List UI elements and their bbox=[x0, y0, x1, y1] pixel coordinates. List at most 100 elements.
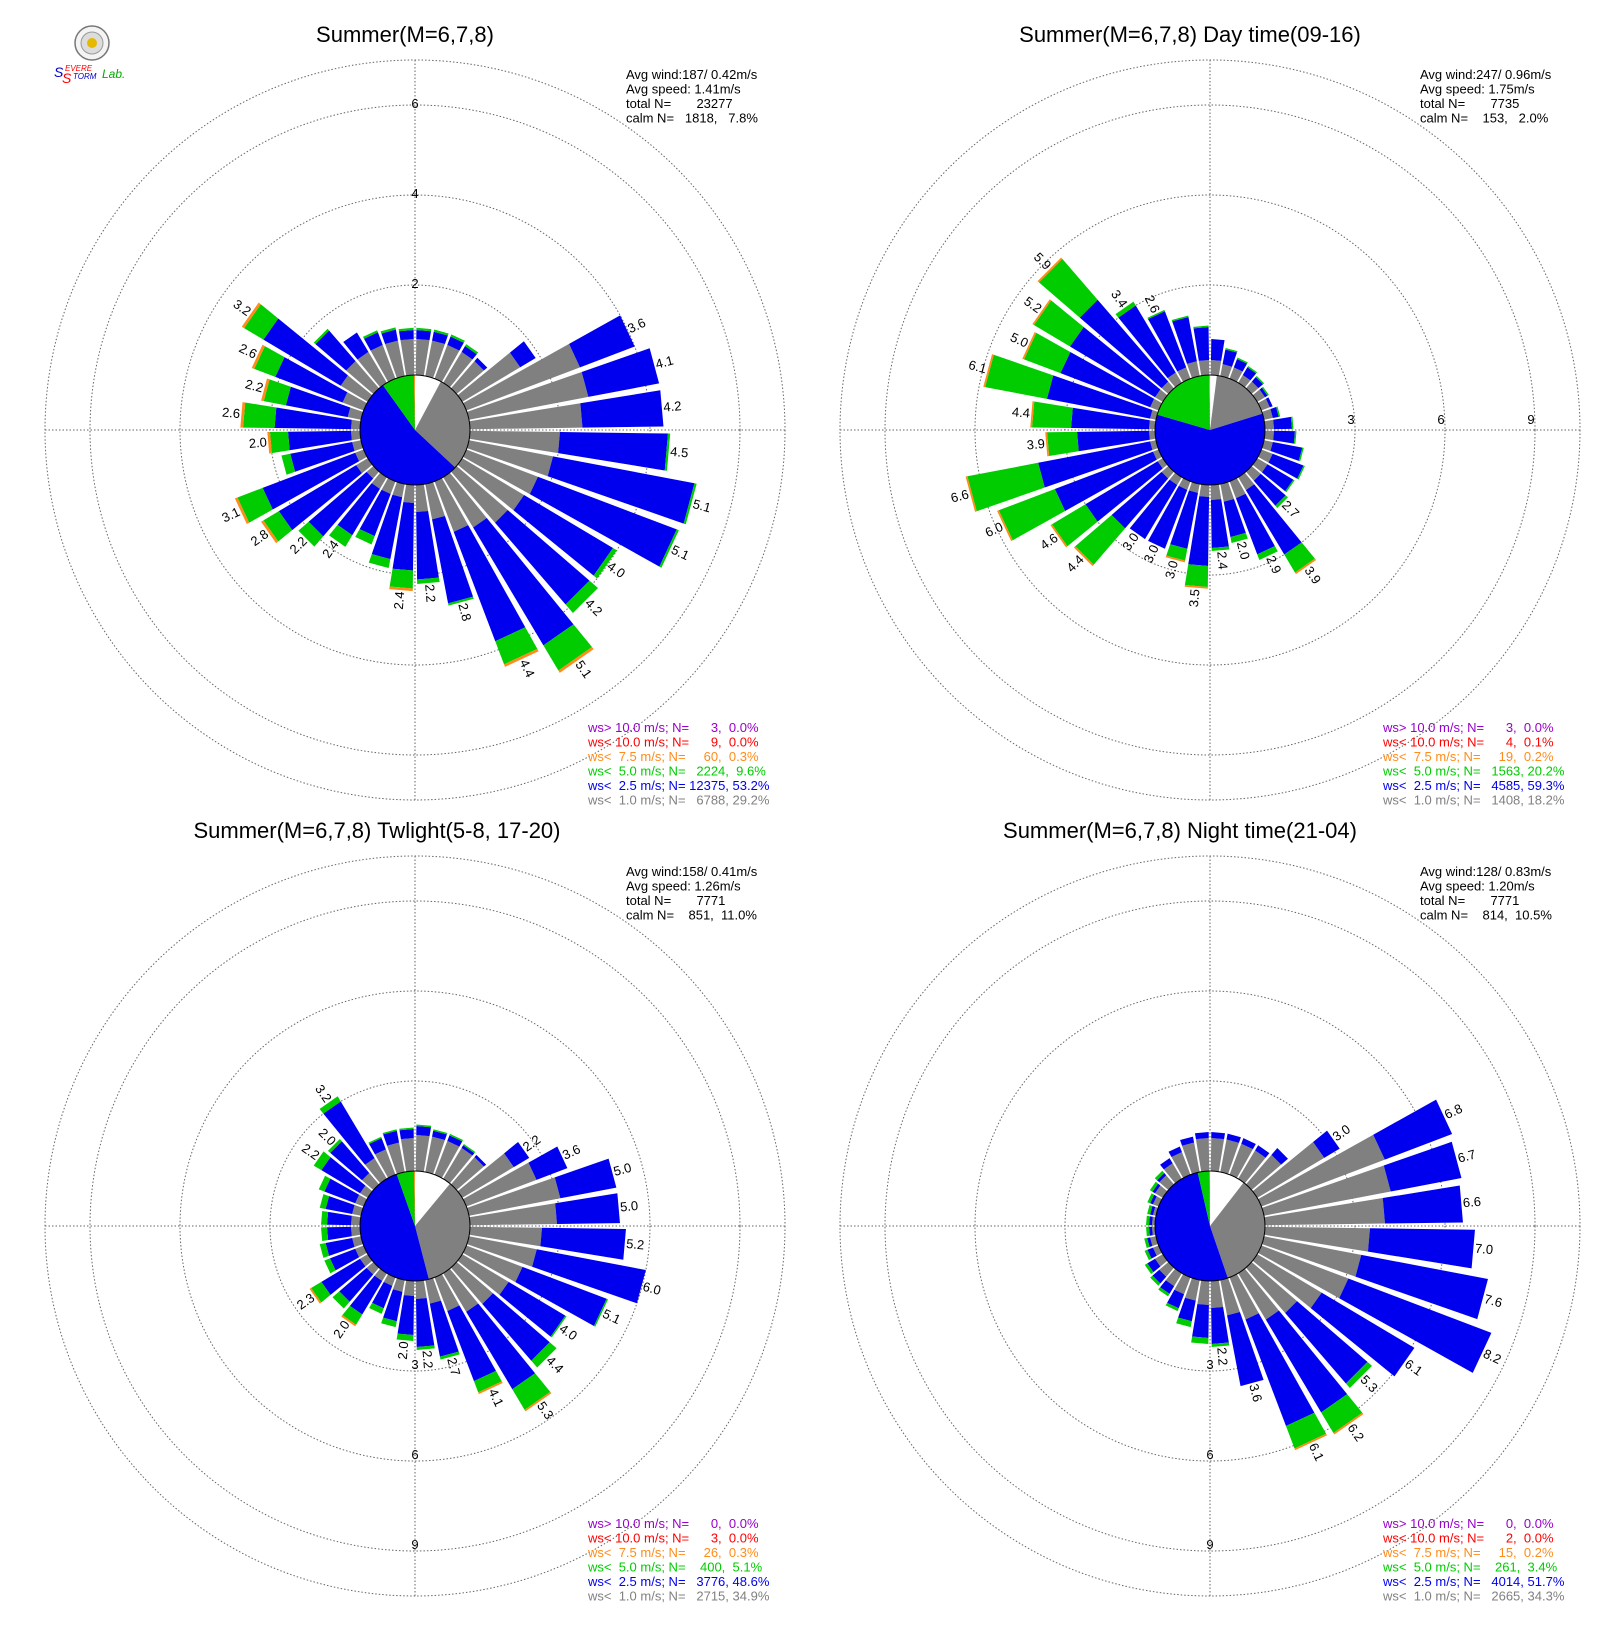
wind-bar-segment bbox=[1251, 377, 1263, 389]
wind-bar-segment bbox=[1220, 1277, 1240, 1316]
bar-value-label: 3.0 bbox=[1141, 542, 1162, 565]
wind-bar-segment bbox=[362, 330, 378, 339]
wind-bar-segment bbox=[349, 1275, 383, 1315]
wind-bar-segment bbox=[450, 334, 465, 343]
range-ring bbox=[89, 104, 741, 756]
wind-bar-segment bbox=[243, 402, 277, 429]
wind-bar-segment bbox=[1165, 1302, 1179, 1312]
wind-bar-segment bbox=[267, 432, 272, 454]
wind-bar-segment bbox=[1150, 1205, 1156, 1216]
pie-outline bbox=[1154, 1170, 1266, 1282]
wind-bar-segment bbox=[368, 554, 391, 569]
wind-bar-segment bbox=[270, 431, 290, 454]
bar-value-label: 2.0 bbox=[395, 1341, 412, 1360]
wind-bar-segment bbox=[261, 378, 270, 402]
wind-rose-panel: 2.2 3.65.05.05.26.05.14.04.45.34.12.72.22… bbox=[44, 818, 786, 1604]
wind-bar-segment bbox=[1226, 1133, 1241, 1143]
wind-bar-segment bbox=[415, 339, 430, 376]
wind-bar-segment bbox=[1220, 364, 1233, 379]
stats-line: Avg wind:128/ 0.83m/s bbox=[1420, 864, 1552, 879]
wind-bar-segment bbox=[558, 646, 594, 673]
wind-bar-segment bbox=[1168, 1146, 1182, 1158]
wind-bar-segment bbox=[355, 1245, 367, 1258]
wind-bar-segment bbox=[1229, 1143, 1253, 1178]
wind-bar-segment bbox=[389, 568, 414, 589]
wind-bar-segment bbox=[1046, 375, 1153, 419]
bar-value-label: 2.4 bbox=[391, 591, 408, 610]
wind-bar-segment bbox=[1178, 478, 1191, 490]
wind-bar-segment bbox=[234, 497, 250, 525]
wind-bar-segment bbox=[1160, 1280, 1175, 1294]
wind-bar-segment bbox=[540, 1227, 626, 1260]
bar-value-label: 2.2 bbox=[419, 1350, 436, 1369]
wind-bar-segment bbox=[1165, 555, 1186, 563]
bar-value-label: 2.6 bbox=[1142, 293, 1163, 316]
wind-bar-segment bbox=[1268, 453, 1304, 479]
wind-bar-segment bbox=[1149, 430, 1156, 440]
wind-bar-segment bbox=[1229, 1274, 1259, 1320]
chart-title: Summer(M=6,7,8) Twlight(5-8, 17-20) bbox=[193, 818, 560, 843]
bar-value-label: 5.1 bbox=[691, 496, 712, 515]
wind-bar-segment bbox=[392, 481, 405, 498]
wind-bar-segment bbox=[1285, 479, 1295, 493]
pie-slice bbox=[382, 375, 415, 430]
range-ring bbox=[179, 990, 651, 1462]
bar-value-label: 2.2 bbox=[422, 584, 439, 603]
bar-value-label: 4.1 bbox=[654, 352, 675, 371]
wind-bar-segment bbox=[1170, 490, 1199, 549]
legend-entry: ws< 2.5 m/s; N= 4585, 59.3% bbox=[1382, 778, 1565, 793]
bar-value-label: 3.0 bbox=[1162, 559, 1181, 580]
wind-bar-segment bbox=[387, 1142, 405, 1175]
legend-entry: ws< 2.5 m/s; N= 3776, 48.6% bbox=[587, 1574, 770, 1589]
wind-bar-segment bbox=[1198, 360, 1210, 376]
legend-entry: ws< 10.0 m/s; N= 3, 0.0% bbox=[587, 1531, 759, 1546]
svg-text:S: S bbox=[62, 70, 72, 86]
wind-bar-segment bbox=[321, 1258, 366, 1295]
wind-bar-segment bbox=[466, 371, 589, 420]
wind-bar-segment bbox=[683, 483, 697, 525]
pie-slice bbox=[415, 1183, 471, 1280]
wind-bar-segment bbox=[1285, 1301, 1368, 1384]
wind-bar-segment bbox=[351, 1215, 361, 1226]
wind-bar-segment bbox=[1051, 504, 1098, 547]
wind-bar-segment bbox=[1345, 1361, 1372, 1388]
wind-bar-segment bbox=[1270, 441, 1303, 461]
legend-entry: ws< 10.0 m/s; N= 2, 0.0% bbox=[1382, 1531, 1554, 1546]
wind-bar-segment bbox=[1238, 472, 1255, 491]
wind-bar-segment bbox=[357, 351, 387, 388]
wind-bar-segment bbox=[469, 430, 560, 454]
legend-entry: ws< 7.5 m/s; N= 19, 0.2% bbox=[1382, 749, 1554, 764]
wind-bar-segment bbox=[416, 1298, 435, 1347]
wind-bar-segment bbox=[1147, 1204, 1153, 1215]
wind-bar-segment bbox=[416, 510, 439, 580]
wind-bar-segment bbox=[285, 386, 351, 418]
wind-bar-segment bbox=[569, 315, 635, 368]
wind-bar-segment bbox=[362, 1173, 380, 1191]
wind-bar-segment bbox=[1220, 481, 1235, 502]
wind-bar-segment bbox=[1047, 431, 1079, 457]
wind-bar-segment bbox=[1167, 372, 1182, 388]
wind-bar-segment bbox=[1166, 544, 1188, 561]
pie-slice bbox=[396, 1171, 415, 1226]
bar-value-label: 2.7 bbox=[444, 1356, 463, 1377]
wind-bar-segment bbox=[1270, 406, 1279, 419]
wind-bar-segment bbox=[1245, 1261, 1298, 1314]
wind-bar-segment bbox=[340, 375, 373, 402]
bar-value-label: 5.0 bbox=[612, 1160, 633, 1179]
svg-text:S: S bbox=[54, 64, 64, 80]
bar-value-label: 3.5 bbox=[1186, 588, 1203, 607]
wind-bar-segment bbox=[369, 1302, 384, 1314]
wind-bar-segment bbox=[1160, 1158, 1173, 1170]
wind-bar-segment bbox=[1115, 301, 1136, 318]
ring-label: 9 bbox=[1527, 412, 1534, 427]
pie-slice bbox=[415, 1171, 451, 1226]
wind-bar-segment bbox=[463, 1245, 523, 1283]
wind-bar-segment bbox=[1261, 408, 1273, 420]
wind-bar-segment bbox=[315, 330, 356, 371]
bar-value-label: 6.6 bbox=[949, 486, 970, 505]
wind-bar-segment bbox=[1177, 367, 1191, 382]
ring-label: 9 bbox=[411, 1537, 418, 1552]
wind-bar-segment bbox=[482, 1293, 550, 1361]
wind-bar-segment bbox=[359, 489, 391, 537]
